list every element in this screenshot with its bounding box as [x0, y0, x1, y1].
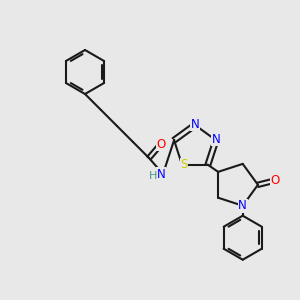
- Text: N: N: [190, 118, 200, 130]
- Text: N: N: [212, 133, 220, 146]
- Text: O: O: [156, 137, 166, 151]
- Text: N: N: [157, 167, 165, 181]
- Text: S: S: [180, 158, 188, 171]
- Text: N: N: [238, 199, 247, 212]
- Text: O: O: [270, 174, 280, 187]
- Text: H: H: [149, 171, 157, 181]
